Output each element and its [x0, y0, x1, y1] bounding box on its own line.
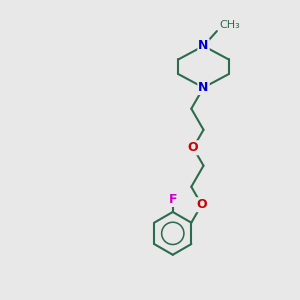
Text: O: O	[188, 141, 199, 154]
Text: N: N	[198, 40, 209, 52]
Text: CH₃: CH₃	[220, 20, 241, 30]
Text: F: F	[169, 193, 177, 206]
Text: O: O	[196, 198, 207, 211]
Text: N: N	[198, 81, 209, 94]
